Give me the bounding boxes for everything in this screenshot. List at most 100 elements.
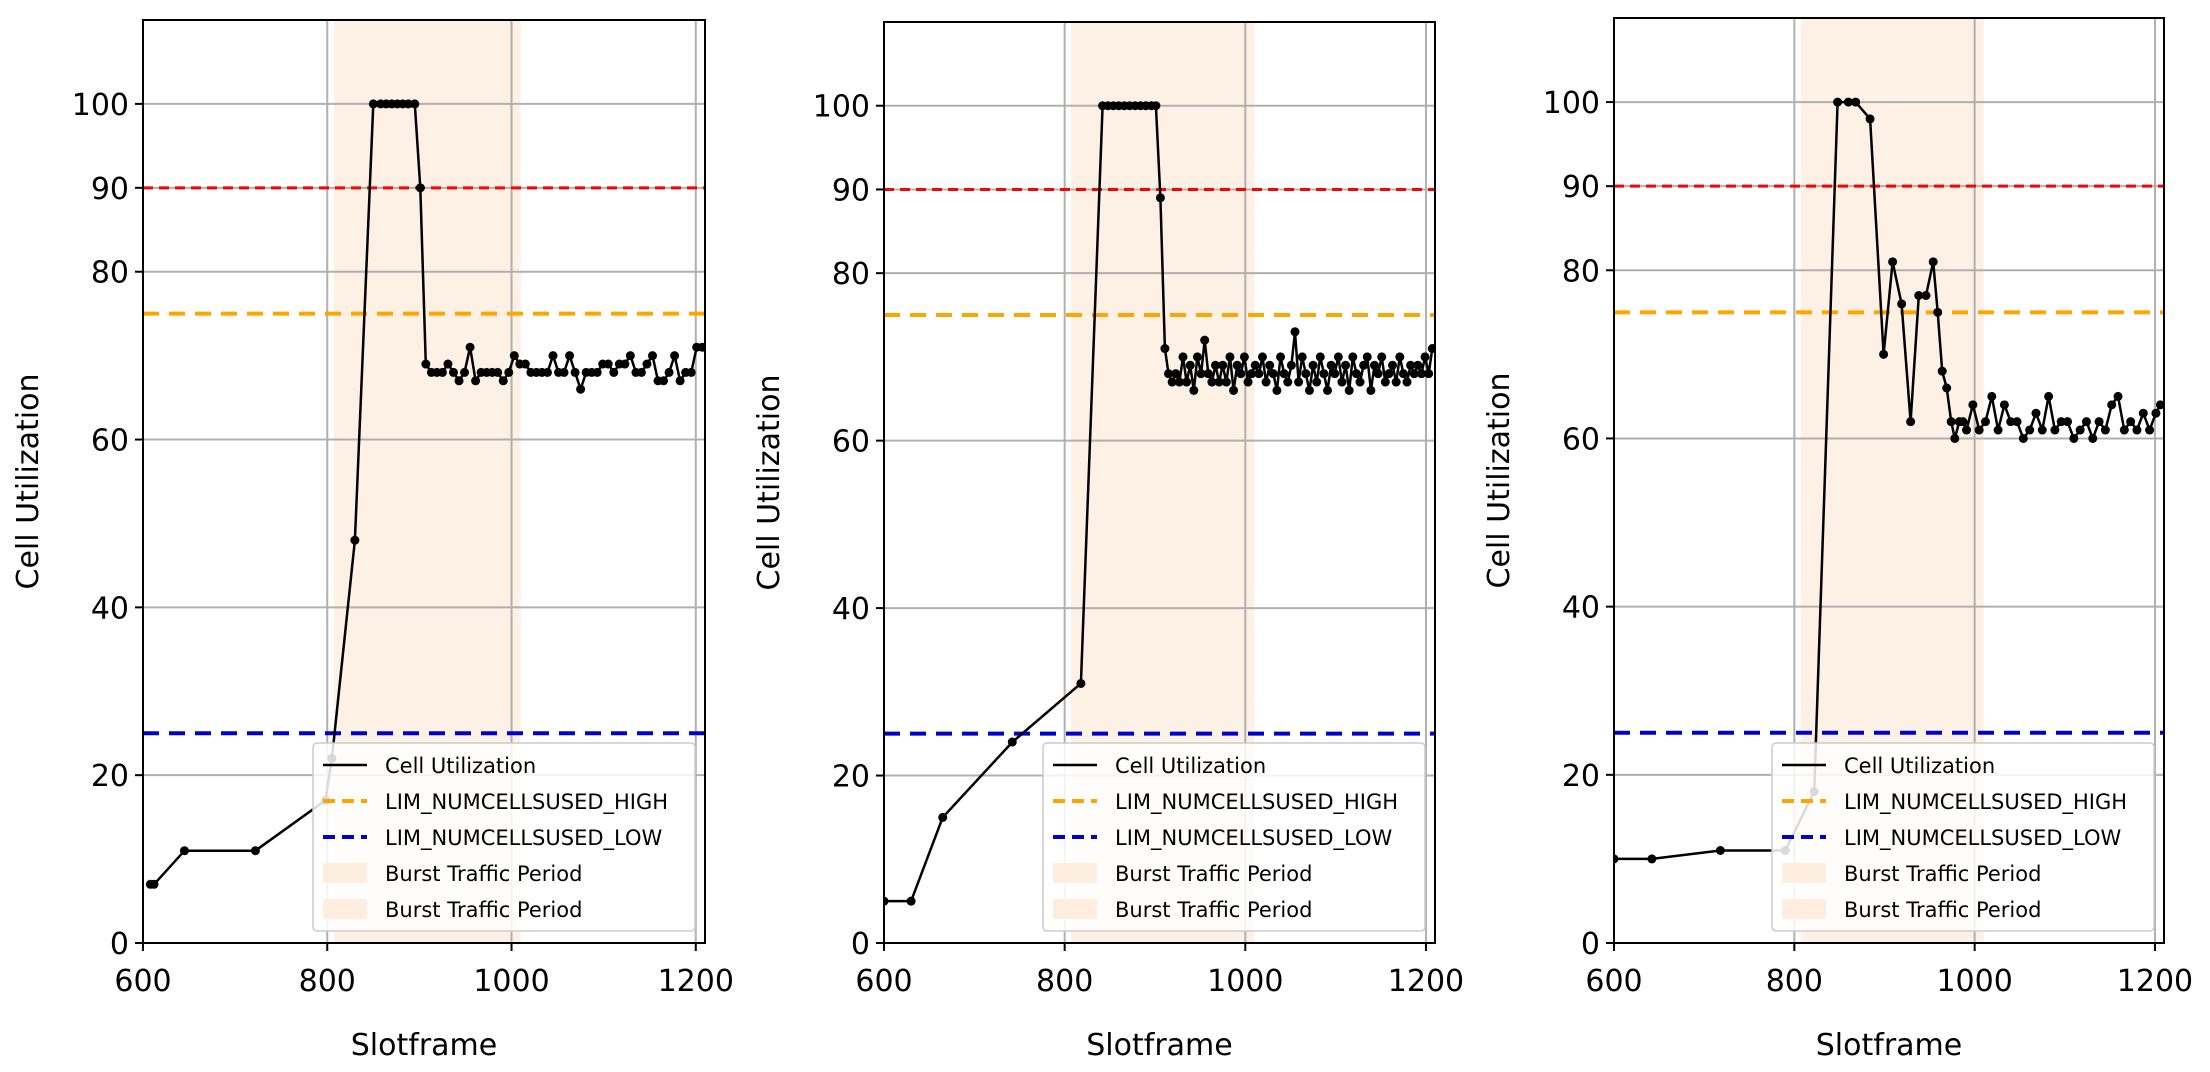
- data-point: [1076, 678, 1086, 688]
- y-axis-label: Cell Utilization: [752, 375, 787, 591]
- data-point: [625, 351, 635, 361]
- data-point: [1427, 344, 1435, 354]
- data-point: [504, 367, 514, 377]
- data-point: [884, 896, 889, 906]
- x-tick-label: 600: [1585, 964, 1642, 999]
- data-point: [1203, 369, 1213, 379]
- data-point: [1330, 369, 1340, 379]
- data-point: [1355, 377, 1365, 387]
- data-point: [1377, 352, 1387, 362]
- data-point: [2018, 433, 2028, 443]
- legend-handle: [323, 863, 367, 883]
- legend-label: LIM_NUMCELLSUSED_HIGH: [385, 790, 668, 815]
- data-point: [1279, 369, 1289, 379]
- data-point: [1333, 352, 1343, 362]
- data-point: [1171, 369, 1181, 379]
- data-point: [906, 896, 916, 906]
- chart-2: 600 800 1000 1200 0 20 40 60 80 90 100 Slotframe Cel…: [752, 21, 1464, 1063]
- data-point: [647, 351, 657, 361]
- data-point: [1843, 97, 1853, 107]
- data-point: [1384, 369, 1394, 379]
- x-tick-label: 800: [1766, 964, 1823, 999]
- data-point: [1272, 385, 1282, 395]
- x-axis-label: Slotframe: [351, 1028, 497, 1063]
- data-point: [2119, 425, 2129, 435]
- y-tick-label: 90: [91, 172, 129, 207]
- legend-label: Burst Traffic Period: [385, 898, 582, 922]
- legend-label: Cell Utilization: [1844, 754, 1995, 778]
- legend-label: Burst Traffic Period: [385, 862, 582, 886]
- data-point: [1319, 369, 1329, 379]
- data-point: [2050, 425, 2060, 435]
- x-tick-label: 600: [855, 964, 912, 999]
- data-point: [149, 879, 159, 889]
- legend-label: Cell Utilization: [385, 754, 536, 778]
- y-tick-label: 20: [91, 759, 129, 794]
- data-point: [1369, 360, 1379, 370]
- data-point: [1413, 360, 1423, 370]
- y-axis-label: Cell Utilization: [11, 374, 46, 590]
- data-point: [1373, 369, 1383, 379]
- data-point: [493, 367, 503, 377]
- data-point: [592, 367, 602, 377]
- data-point: [1402, 377, 1412, 387]
- y-tick-label: 20: [832, 760, 870, 795]
- legend-label: Cell Utilization: [1115, 754, 1266, 778]
- data-point: [1185, 360, 1195, 370]
- y-tick-label: 60: [1562, 422, 1600, 457]
- data-point: [1151, 101, 1161, 111]
- data-point: [659, 376, 669, 386]
- data-point: [2138, 408, 2148, 418]
- axes-frame: [1613, 17, 2165, 944]
- data-point: [1308, 360, 1318, 370]
- legend-label: LIM_NUMCELLSUSED_HIGH: [1844, 790, 2127, 815]
- data-point: [1914, 291, 1924, 300]
- data-point: [471, 376, 481, 386]
- x-axis-label: Slotframe: [1086, 1028, 1232, 1063]
- x-tick-label: 1000: [1207, 964, 1283, 999]
- data-point: [1283, 377, 1293, 387]
- data-point: [1294, 377, 1304, 387]
- chart-3: 600 800 1000 1200 0 20 40 60 80 90 100 Slotframe Cel…: [1482, 17, 2193, 1063]
- data-point: [1189, 385, 1199, 395]
- data-point: [1962, 425, 1972, 435]
- data-point: [2081, 417, 2091, 427]
- data-point: [686, 367, 696, 377]
- data-point: [2025, 425, 2035, 435]
- legend-handle: [1782, 899, 1826, 919]
- data-point: [1359, 360, 1369, 370]
- data-point: [2094, 417, 2104, 427]
- legend-label: Burst Traffic Period: [1115, 898, 1312, 922]
- data-point: [1424, 369, 1434, 379]
- data-point: [1254, 369, 1264, 379]
- data-point: [2113, 391, 2123, 401]
- y-tick-label: 60: [832, 425, 870, 460]
- y-tick-label: 20: [1562, 759, 1600, 794]
- data-point: [609, 367, 619, 377]
- data-point: [1265, 360, 1275, 370]
- x-tick-label: 800: [299, 964, 356, 999]
- x-tick-label: 1000: [1936, 964, 2012, 999]
- data-point: [2151, 408, 2161, 418]
- data-point: [1406, 360, 1416, 370]
- axes-frame: [883, 21, 1436, 944]
- data-point: [403, 99, 413, 109]
- data-point: [2037, 425, 2047, 435]
- data-point: [1301, 369, 1311, 379]
- legend-label: LIM_NUMCELLSUSED_LOW: [1844, 826, 2121, 851]
- data-point: [2069, 433, 2079, 443]
- y-tick-label: 40: [1562, 591, 1600, 626]
- y-tick-label: 0: [1581, 927, 1600, 962]
- data-point: [1946, 417, 1956, 427]
- data-point: [1398, 369, 1408, 379]
- data-point: [1851, 97, 1861, 107]
- data-point: [1341, 360, 1351, 370]
- data-point: [2044, 391, 2054, 401]
- data-point: [368, 99, 378, 109]
- y-tick-label: 0: [110, 927, 129, 962]
- data-point: [1993, 425, 2003, 435]
- legend-box: [312, 742, 696, 932]
- legend-label: Burst Traffic Period: [1844, 862, 2041, 886]
- data-point: [1257, 352, 1267, 362]
- data-point: [565, 351, 575, 361]
